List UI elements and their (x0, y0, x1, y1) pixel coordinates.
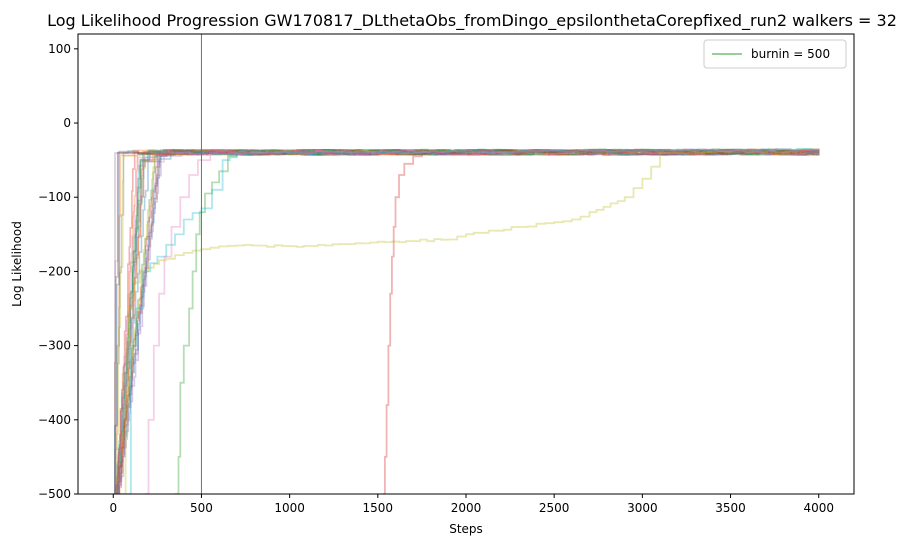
x-axis-ticks: 0 500 1000 1500 2000 2500 3000 3500 4000 (109, 494, 834, 515)
walker-line-highlighted (113, 149, 820, 494)
x-tick-label: 3500 (715, 501, 746, 515)
walker-line (116, 149, 820, 494)
walker-line (117, 149, 820, 494)
walker-line (115, 149, 819, 494)
walker-line (115, 149, 820, 494)
walker-line (115, 149, 820, 494)
legend: burnin = 500 (703, 39, 847, 69)
walker-line (115, 148, 820, 494)
walker-line (118, 149, 820, 494)
walker-line (114, 149, 820, 494)
walker-line (116, 149, 820, 494)
walker-line-highlighted (175, 148, 820, 494)
walker-line-highlighted (145, 148, 820, 494)
y-axis-label: Log Likelihood (10, 221, 24, 307)
x-tick-label: 3000 (627, 501, 658, 515)
walker-line (114, 149, 820, 494)
walker-line (116, 149, 820, 494)
walker-lines (113, 148, 820, 494)
y-tick-label: −500 (38, 487, 71, 501)
walker-line (116, 149, 820, 494)
x-tick-label: 1000 (274, 501, 305, 515)
walker-line (118, 149, 820, 494)
x-tick-label: 1500 (363, 501, 394, 515)
x-tick-label: 500 (190, 501, 213, 515)
chart-title: Log Likelihood Progression GW170817_DLth… (47, 11, 897, 31)
walker-line-highlighted (127, 148, 820, 494)
walker-line (116, 149, 820, 494)
x-tick-label: 2000 (451, 501, 482, 515)
walker-line (115, 149, 820, 494)
x-tick-label: 4000 (803, 501, 834, 515)
x-tick-label: 0 (109, 501, 117, 515)
y-tick-label: 0 (63, 116, 71, 130)
legend-box (703, 39, 847, 69)
walker-line (114, 149, 820, 494)
y-tick-label: −300 (38, 339, 71, 353)
y-tick-label: −100 (38, 190, 71, 204)
x-axis-label: Steps (449, 522, 483, 536)
legend-label-burnin: burnin = 500 (751, 47, 830, 61)
y-tick-label: 100 (48, 42, 71, 56)
y-tick-label: −200 (38, 264, 71, 278)
y-tick-label: −400 (38, 413, 71, 427)
walker-line (116, 149, 820, 494)
walker-line (115, 148, 820, 494)
walker-line-highlighted (383, 148, 820, 494)
walker-line (118, 149, 820, 494)
walker-line (116, 149, 820, 494)
x-tick-label: 2500 (539, 501, 570, 515)
walker-line (114, 149, 820, 494)
plot-area-frame (77, 33, 855, 495)
walker-line (115, 149, 820, 494)
walker-line (118, 149, 820, 494)
y-axis-ticks: 100 0 −100 −200 −300 −400 −500 (38, 42, 78, 501)
walker-line (114, 149, 820, 494)
walker-line (114, 149, 820, 494)
walker-line (118, 149, 820, 494)
walker-line (115, 149, 820, 494)
